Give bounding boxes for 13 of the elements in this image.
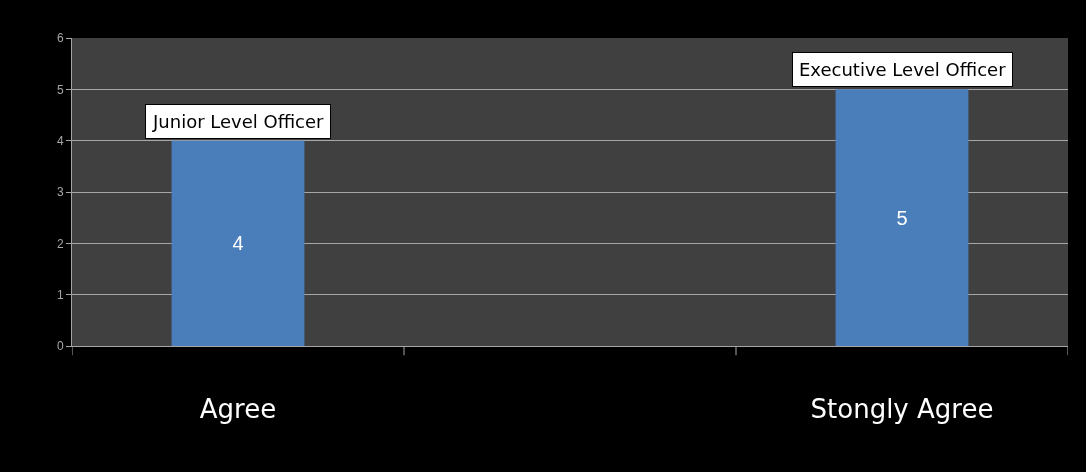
data-label: 4 (232, 232, 244, 255)
annotation: Executive Level Officer (799, 59, 1007, 80)
x-tick-label: Agree (199, 394, 277, 425)
y-tick-label: 1 (56, 287, 64, 302)
y-tick-label: 6 (56, 31, 64, 46)
y-tick-label: 2 (56, 236, 64, 251)
y-tick-label: 4 (56, 133, 64, 148)
y-tick-label: 5 (56, 82, 64, 97)
data-label: 5 (896, 206, 908, 229)
y-tick-label: 3 (56, 185, 64, 200)
y-tick-label: 0 (56, 339, 64, 354)
x-tick-label: Stongly Agree (810, 394, 994, 425)
annotation: Junior Level Officer (152, 111, 325, 132)
